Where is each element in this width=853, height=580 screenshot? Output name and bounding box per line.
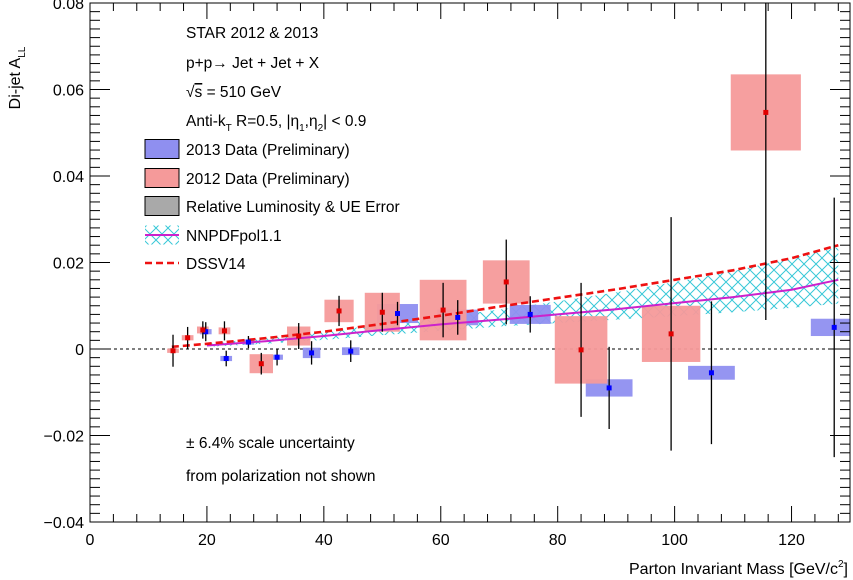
info-block: STAR 2012 & 2013 p+p→ Jet + Jet + X √s =… — [186, 25, 366, 134]
point-2013-10 — [708, 370, 714, 376]
point-2013-11 — [831, 324, 837, 330]
point-2013-8 — [527, 311, 533, 317]
y-tick-label: 0.04 — [53, 169, 84, 186]
note-line-1: ± 6.4% scale uncertainty — [186, 435, 355, 452]
x-tick-label: 20 — [198, 532, 216, 549]
info-line-2: p+p→ Jet + Jet + X — [186, 55, 320, 72]
x-tick-label: 0 — [86, 532, 95, 549]
legend-label-1: 2012 Data (Preliminary) — [186, 171, 350, 188]
x-tick-label: 60 — [432, 532, 450, 549]
info-line-1: STAR 2012 & 2013 — [186, 25, 318, 42]
point-2012-6 — [336, 308, 342, 314]
point-2012-1 — [185, 335, 191, 341]
y-tick-label: −0.02 — [44, 429, 85, 446]
nnpdf-band — [206, 247, 839, 347]
point-2012-7 — [379, 309, 385, 315]
plot-area — [90, 3, 850, 458]
point-2012-3 — [221, 328, 227, 334]
point-2012-4 — [258, 361, 264, 367]
point-2013-3 — [274, 354, 280, 360]
legend-label-3: NNPDFpol1.1 — [186, 228, 282, 245]
x-tick-label: 40 — [315, 532, 333, 549]
dssv14-line — [171, 243, 839, 349]
point-2012-0 — [170, 348, 176, 354]
plot-clip-group — [90, 3, 850, 458]
point-2012-12 — [763, 109, 769, 115]
legend-swatch-2 — [144, 196, 180, 216]
legend-swatch-0 — [144, 139, 180, 159]
info-line-4: Anti-kT R=0.5, |η1,η2| < 0.9 — [186, 113, 366, 134]
y-tick-label: −0.04 — [44, 515, 85, 532]
point-2013-2 — [245, 339, 251, 345]
y-tick-label: 0 — [75, 342, 84, 359]
axes: 0 20 40 60 80 100 120 −0.04 −0.02 0 0.02 0.04 0.06 0.… — [44, 0, 851, 549]
point-2013-0 — [203, 329, 209, 335]
point-2013-5 — [348, 348, 354, 354]
point-2012-10 — [578, 347, 584, 353]
point-2013-6 — [395, 311, 401, 317]
info-line-3: √s = 510 GeV — [186, 84, 282, 101]
point-2012-11 — [668, 331, 674, 337]
legend-swatch-1 — [144, 168, 180, 188]
point-2012-2 — [200, 327, 206, 333]
x-axis-title: Parton Invariant Mass [GeV/c2] — [629, 559, 848, 578]
x-tick-label: 80 — [549, 532, 567, 549]
legend-label-4: DSSV14 — [186, 256, 246, 273]
y-tick-label: 0.02 — [53, 256, 84, 273]
point-2013-7 — [455, 314, 461, 320]
point-2012-9 — [503, 279, 509, 285]
legend-label-0: 2013 Data (Preliminary) — [186, 142, 350, 159]
legend-label-2: Relative Luminosity & UE Error — [186, 199, 400, 216]
y-tick-label: 0.08 — [53, 0, 84, 13]
note-line-2: from polarization not shown — [186, 468, 376, 485]
legend: 2013 Data (Preliminary) 2012 Data (Prelim… — [144, 139, 400, 273]
point-2012-8 — [440, 307, 446, 313]
point-2013-4 — [309, 350, 315, 356]
point-2013-1 — [223, 356, 229, 362]
x-tick-label: 100 — [661, 532, 688, 549]
x-tick-label: 120 — [778, 532, 805, 549]
point-2012-5 — [296, 333, 302, 339]
nnpdf-line — [206, 278, 839, 347]
scale-note: ± 6.4% scale uncertainty from polarizati… — [186, 435, 376, 485]
y-tick-label: 0.06 — [53, 83, 84, 100]
point-2013-9 — [606, 385, 612, 391]
y-axis-title: Di-jet ALL — [7, 46, 28, 109]
